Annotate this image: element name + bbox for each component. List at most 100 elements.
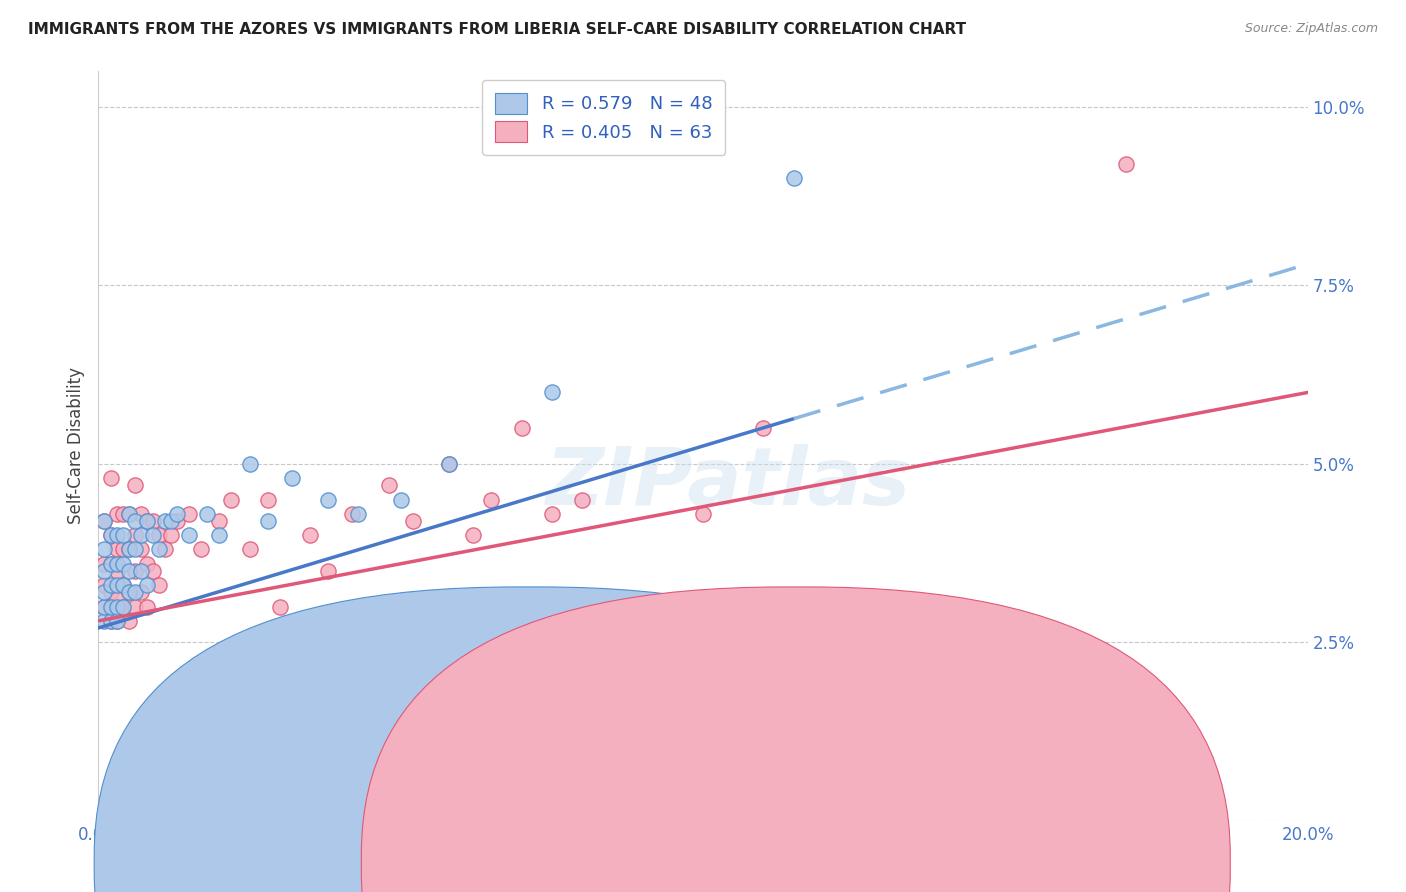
Point bbox=[281, 471, 304, 485]
Point bbox=[166, 507, 188, 521]
Point bbox=[105, 578, 128, 592]
Point bbox=[111, 528, 134, 542]
Point bbox=[105, 599, 128, 614]
Point bbox=[195, 507, 218, 521]
Point bbox=[135, 514, 157, 528]
Point bbox=[124, 542, 146, 557]
Point bbox=[124, 514, 146, 528]
Point bbox=[239, 457, 262, 471]
Point bbox=[135, 557, 157, 571]
Point bbox=[93, 599, 115, 614]
Point bbox=[124, 599, 146, 614]
Point bbox=[105, 592, 128, 607]
Point bbox=[111, 542, 134, 557]
Point bbox=[256, 492, 278, 507]
Point bbox=[111, 507, 134, 521]
Point bbox=[111, 599, 134, 614]
Point bbox=[692, 507, 714, 521]
Point bbox=[540, 385, 562, 400]
Point bbox=[148, 542, 170, 557]
Point bbox=[299, 528, 322, 542]
Point bbox=[142, 564, 165, 578]
Point bbox=[105, 614, 128, 628]
Point bbox=[105, 507, 128, 521]
Point bbox=[389, 492, 412, 507]
Point bbox=[377, 478, 399, 492]
Point bbox=[342, 507, 364, 521]
Point bbox=[129, 585, 152, 599]
Point bbox=[153, 514, 176, 528]
Point bbox=[129, 542, 152, 557]
Point bbox=[118, 542, 141, 557]
Point bbox=[105, 557, 128, 571]
Point bbox=[93, 614, 115, 628]
Point bbox=[129, 507, 152, 521]
Point bbox=[631, 599, 654, 614]
Point bbox=[994, 671, 1017, 685]
Point bbox=[316, 492, 339, 507]
Point bbox=[463, 528, 485, 542]
Point bbox=[93, 585, 115, 599]
Point bbox=[118, 507, 141, 521]
Point bbox=[111, 578, 134, 592]
Point bbox=[153, 542, 176, 557]
Point bbox=[129, 528, 152, 542]
Point bbox=[93, 578, 115, 592]
Point bbox=[124, 528, 146, 542]
Text: Immigrants from the Azores: Immigrants from the Azores bbox=[520, 857, 754, 872]
Point bbox=[93, 599, 115, 614]
Text: IMMIGRANTS FROM THE AZORES VS IMMIGRANTS FROM LIBERIA SELF-CARE DISABILITY CORRE: IMMIGRANTS FROM THE AZORES VS IMMIGRANTS… bbox=[28, 22, 966, 37]
Point bbox=[93, 542, 115, 557]
Point bbox=[160, 514, 183, 528]
Point bbox=[93, 514, 115, 528]
Point bbox=[100, 471, 122, 485]
Point bbox=[540, 507, 562, 521]
Point bbox=[148, 528, 170, 542]
Point bbox=[142, 528, 165, 542]
Point bbox=[111, 599, 134, 614]
Point bbox=[316, 564, 339, 578]
Point bbox=[752, 421, 775, 435]
Point bbox=[135, 514, 157, 528]
Point bbox=[100, 578, 122, 592]
Point bbox=[208, 514, 231, 528]
Text: ZIPatlas: ZIPatlas bbox=[544, 444, 910, 523]
Text: Source: ZipAtlas.com: Source: ZipAtlas.com bbox=[1244, 22, 1378, 36]
Point bbox=[783, 171, 806, 186]
Point bbox=[111, 557, 134, 571]
Point bbox=[129, 564, 152, 578]
Point bbox=[124, 564, 146, 578]
Y-axis label: Self-Care Disability: Self-Care Disability bbox=[66, 368, 84, 524]
Legend: R = 0.579   N = 48, R = 0.405   N = 63: R = 0.579 N = 48, R = 0.405 N = 63 bbox=[482, 80, 725, 154]
Point bbox=[142, 514, 165, 528]
Point bbox=[100, 614, 122, 628]
Point bbox=[100, 599, 122, 614]
Point bbox=[510, 421, 533, 435]
Point bbox=[118, 507, 141, 521]
Point bbox=[118, 614, 141, 628]
Point bbox=[111, 578, 134, 592]
Point bbox=[118, 585, 141, 599]
Point bbox=[100, 585, 122, 599]
Point bbox=[239, 542, 262, 557]
Point bbox=[93, 514, 115, 528]
Point bbox=[105, 614, 128, 628]
Point bbox=[571, 492, 593, 507]
Point bbox=[1115, 157, 1137, 171]
Point bbox=[100, 528, 122, 542]
Point bbox=[190, 542, 212, 557]
Point bbox=[208, 528, 231, 542]
Point bbox=[100, 528, 122, 542]
Point bbox=[437, 457, 460, 471]
Point bbox=[179, 528, 201, 542]
Point bbox=[221, 492, 243, 507]
Point bbox=[179, 507, 201, 521]
Point bbox=[105, 528, 128, 542]
Point bbox=[402, 514, 425, 528]
Text: Immigrants from Liberia: Immigrants from Liberia bbox=[773, 857, 977, 872]
Point bbox=[481, 492, 503, 507]
Point bbox=[100, 557, 122, 571]
Point bbox=[269, 599, 291, 614]
Point bbox=[347, 507, 370, 521]
Point bbox=[135, 578, 157, 592]
